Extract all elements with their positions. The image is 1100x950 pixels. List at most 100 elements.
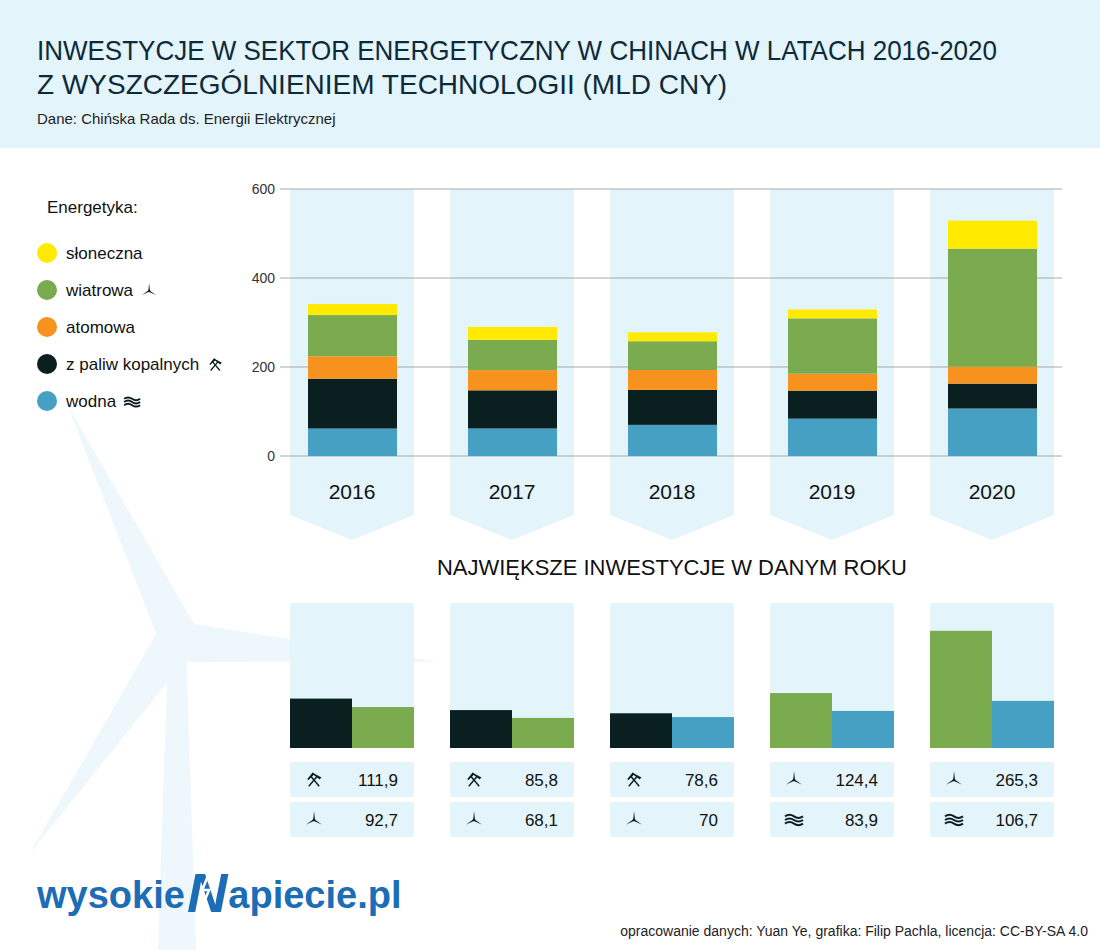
icon-blade [954,779,963,785]
icon-wave [945,815,963,818]
legend-label: wodna [65,392,117,411]
panel-bg [450,603,574,748]
icon-handle [468,776,477,787]
icon-blade [633,811,635,820]
icon-hammer [208,358,223,373]
icon-hammer [305,772,322,789]
bar-segment [948,249,1037,367]
panel-bg [930,603,1054,748]
bar [352,707,414,748]
icon-wave [785,822,803,825]
x-tick-label: 2020 [969,480,1016,503]
icon-turbine [946,771,962,785]
icon-wave [124,404,140,407]
icon-hammer-part [465,772,481,789]
icon-blade [793,771,795,780]
source: Dane: Chińska Rada ds. Energii Elektrycz… [37,110,335,127]
bar-segment [468,327,557,340]
icon-blade [314,819,323,825]
icon-wave [945,818,963,821]
year-band [930,189,1054,540]
legend-swatch [37,317,57,337]
x-tick-label: 2016 [329,480,376,503]
bar-segment [628,390,717,425]
bar [450,710,512,748]
value-row-bg [450,762,574,797]
icon-turbine [466,811,482,825]
icon-turbine [142,283,157,296]
bar-segment [628,370,717,390]
panel-bg [770,603,894,748]
value-row-bg [290,802,414,837]
icon-head [466,772,475,780]
icon-waves [124,397,140,406]
legend-title: Energetyka: [47,198,138,217]
legend-label: wiatrowa [65,281,134,300]
bar-segment [948,221,1037,249]
data-label: 92,7 [365,811,398,830]
y-tick-label: 600 [252,181,276,197]
legend-swatch [37,280,57,300]
legend-label: słoneczna [66,244,143,263]
icon-blade [634,819,643,825]
panel-bg [610,603,734,748]
icon-handle [628,776,637,787]
data-label: 70 [699,811,718,830]
deco-hub [160,622,196,658]
icon-hammer-part [625,772,641,789]
bar-segment [788,374,877,391]
x-tick-label: 2019 [809,480,856,503]
bar [290,699,352,748]
icon-blade [794,779,803,785]
legend-label: atomowa [66,318,136,337]
year-band [770,189,894,540]
icon-hammer-part [305,772,321,789]
icon-turbine [786,771,802,785]
bar-segment [948,367,1037,384]
deco-blade [11,627,193,863]
icon-hammer-part [306,772,322,789]
icon-waves [785,815,803,825]
title: INWESTYCJE W SEKTOR ENERGETYCZNY W CHINA… [37,35,997,66]
data-label: 85,8 [525,771,558,790]
bar-segment [308,379,397,429]
icon-blade [953,771,955,780]
bar-segment [308,315,397,356]
bar-segment [788,419,877,456]
bar-segment [468,390,557,428]
icon-head [473,772,482,780]
bar-segment [468,370,557,390]
icon-blade [626,819,635,825]
data-label: 124,4 [835,771,878,790]
value-row-bg [610,802,734,837]
icon-head [208,358,216,365]
icon-hammer-part [208,358,222,373]
icon-waves [945,815,963,825]
x-tick-label: 2017 [489,480,536,503]
bar-segment [628,332,717,341]
bar-segment [948,384,1037,409]
icon-head [214,358,222,365]
bar-segment [628,341,717,370]
legend-swatch [37,391,57,411]
bar [610,713,672,748]
logo-text: wysokie [36,874,185,916]
icon-head [626,772,635,780]
icon-turbine [626,811,642,825]
icon-blade [466,819,475,825]
bar-segment [788,391,877,419]
icon-blade [306,819,315,825]
icon-head [313,772,322,780]
legend-swatch [37,354,57,374]
logo-bolt [199,866,212,914]
credit: opracowanie danych: Yuan Ye, grafika: Fi… [620,923,1088,939]
value-row-bg [610,762,734,797]
icon-hammer-part [208,358,222,373]
bar-segment [468,340,557,370]
bar [512,718,574,748]
icon-hub [148,290,150,292]
section-title: NAJWIĘKSZE INWESTYCJE W DANYM ROKU [437,555,907,580]
grid-line [280,278,1062,279]
logo: wysokieNapiecie.pl [36,861,402,924]
icon-wave [945,822,963,825]
